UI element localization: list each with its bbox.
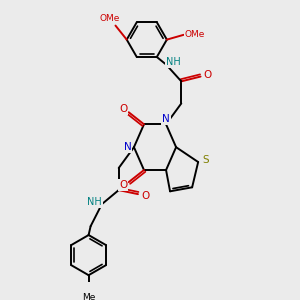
Text: O: O <box>119 180 127 190</box>
Text: O: O <box>141 191 149 201</box>
Text: OMe: OMe <box>99 14 120 23</box>
Text: O: O <box>119 104 127 114</box>
Text: N: N <box>124 142 131 152</box>
Text: O: O <box>204 70 212 80</box>
Text: S: S <box>203 155 209 165</box>
Text: NH: NH <box>87 197 102 207</box>
Text: OMe: OMe <box>185 30 205 39</box>
Text: NH: NH <box>166 58 181 68</box>
Text: N: N <box>162 114 170 124</box>
Text: Me: Me <box>82 293 95 300</box>
